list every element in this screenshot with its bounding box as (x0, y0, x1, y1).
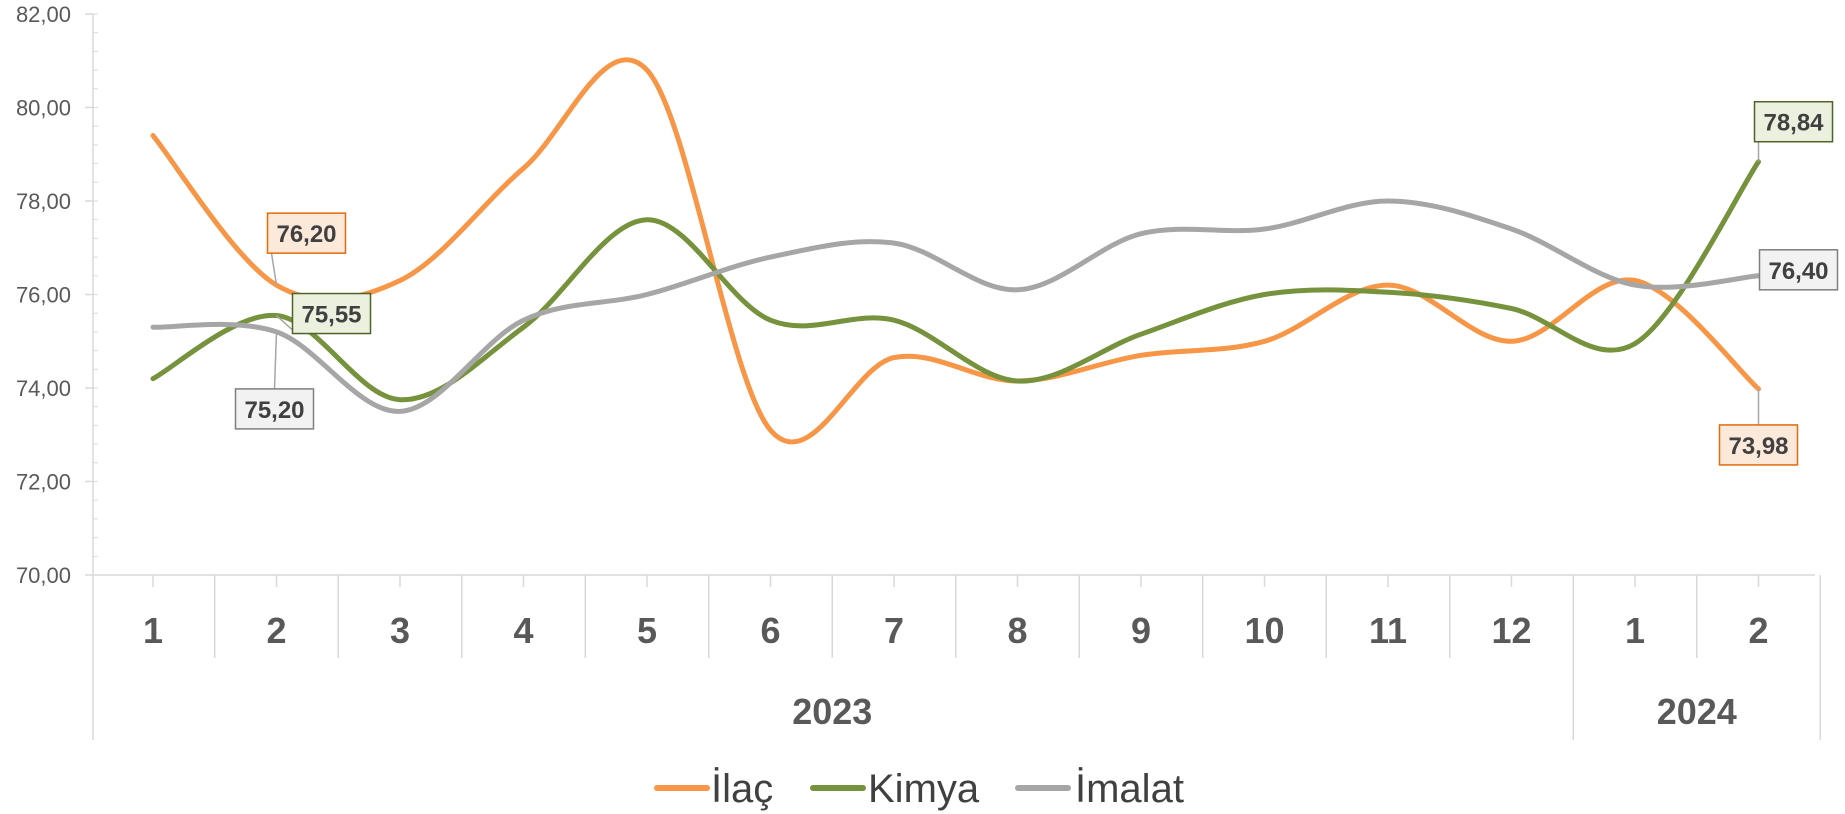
y-tick-label: 72,00 (16, 470, 71, 495)
legend-label-imalat: İmalat (1075, 766, 1184, 811)
x-tick-label: 1 (1625, 610, 1645, 651)
data-label-kimya: 75,55 (301, 302, 361, 329)
y-tick-label: 82,00 (16, 2, 71, 27)
data-labels: 76,20 73,98 75,55 78,84 75,20 76,40 (234, 100, 1839, 466)
y-tick-label: 80,00 (16, 96, 71, 121)
x-tick-label: 6 (760, 610, 780, 651)
data-label-box (266, 212, 347, 254)
x-tick-label: 5 (637, 610, 657, 651)
x-tick-label: 2 (266, 610, 286, 651)
data-label-leader (273, 331, 278, 389)
legend-label-kimya: Kimya (868, 767, 980, 811)
data-label-kimya: 78,84 (1763, 110, 1824, 137)
x-tick-label: 3 (390, 610, 410, 651)
group-label: 2024 (1657, 691, 1737, 732)
x-tick-label: 12 (1491, 610, 1531, 651)
legend-label-ilac: İlaç (711, 766, 773, 811)
y-tick-label: 78,00 (16, 189, 71, 214)
data-label-box (1753, 100, 1834, 143)
series-line-ilac (150, 57, 1761, 445)
data-label-leader (270, 253, 278, 286)
data-label-ilac: 73,98 (1728, 433, 1788, 460)
x-tick-label: 4 (513, 610, 533, 651)
x-tick-label: 9 (1131, 610, 1151, 651)
data-label-box (291, 292, 372, 335)
y-tick-label: 74,00 (16, 376, 71, 401)
series-line-kimya (150, 159, 1761, 403)
y-tick-label: 70,00 (16, 563, 71, 588)
data-label-imalat: 75,20 (244, 397, 304, 424)
y-tick-label: 76,00 (16, 283, 71, 308)
x-tick-label: 8 (1007, 610, 1027, 651)
data-label-ilac: 76,20 (276, 221, 336, 248)
data-label-box (234, 388, 315, 430)
data-label-imalat: 76,40 (1768, 258, 1828, 285)
series-line-imalat (150, 198, 1761, 414)
x-tick-label: 1 (143, 610, 163, 651)
x-tick-label: 2 (1748, 610, 1768, 651)
data-label-box (1718, 424, 1799, 466)
x-tick-label: 7 (884, 610, 904, 651)
x-tick-label: 11 (1369, 610, 1407, 651)
series-lines (150, 57, 1761, 445)
data-label-box (1758, 249, 1839, 291)
x-tick-label: 10 (1244, 610, 1284, 651)
group-label: 2023 (792, 691, 872, 732)
legend: İlaç Kimya İmalat (654, 766, 1184, 811)
